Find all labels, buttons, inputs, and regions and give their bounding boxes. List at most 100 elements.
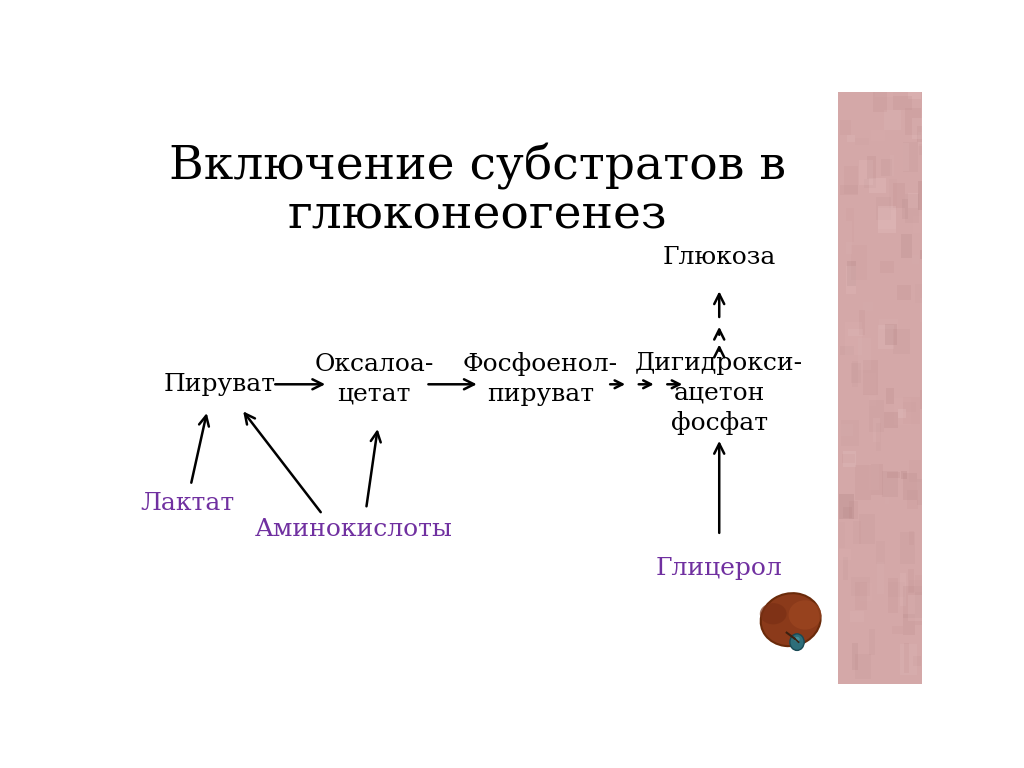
Bar — [855, 138, 869, 145]
Bar — [894, 399, 911, 425]
Bar — [880, 319, 898, 329]
Bar — [844, 166, 857, 194]
Bar — [868, 464, 879, 490]
Bar — [877, 541, 885, 564]
Bar — [846, 220, 852, 254]
Bar — [843, 454, 855, 462]
Bar — [890, 155, 894, 176]
Bar — [839, 495, 854, 519]
Bar — [903, 614, 915, 634]
Bar — [889, 578, 898, 613]
Bar — [855, 465, 871, 500]
Bar — [913, 216, 922, 233]
Bar — [909, 580, 925, 591]
Bar — [919, 132, 934, 146]
Bar — [872, 419, 880, 442]
Bar — [862, 373, 876, 394]
Bar — [863, 360, 878, 395]
Ellipse shape — [760, 603, 786, 624]
Bar — [893, 184, 905, 208]
Ellipse shape — [761, 593, 820, 646]
Bar — [908, 595, 928, 621]
Bar — [900, 644, 918, 675]
Bar — [847, 135, 855, 142]
Bar — [903, 643, 909, 673]
Bar — [919, 180, 932, 210]
Bar — [897, 285, 911, 300]
Bar — [909, 531, 914, 545]
Bar — [903, 144, 909, 171]
Bar — [921, 250, 940, 259]
Bar — [907, 569, 914, 593]
Text: Глюкоза: Глюкоза — [663, 247, 776, 270]
Bar — [900, 573, 906, 606]
Text: глюконеогенез: глюконеогенез — [288, 194, 667, 239]
Bar — [881, 261, 894, 273]
Bar — [841, 120, 851, 135]
Bar — [907, 194, 918, 207]
Ellipse shape — [788, 601, 821, 630]
Bar — [841, 420, 859, 446]
Bar — [878, 206, 896, 233]
Text: Дигидрокси-
ацетон
фосфат: Дигидрокси- ацетон фосфат — [635, 353, 803, 435]
Bar — [912, 118, 924, 139]
Bar — [903, 402, 916, 412]
Bar — [841, 346, 854, 355]
Bar — [889, 178, 897, 210]
Bar — [915, 283, 933, 303]
Text: Пируват: Пируват — [163, 373, 275, 396]
Bar — [877, 197, 891, 220]
Bar — [842, 423, 853, 436]
Bar — [843, 557, 848, 581]
Bar — [869, 177, 886, 193]
Bar — [884, 412, 898, 429]
Bar — [907, 490, 919, 509]
Bar — [905, 194, 920, 223]
Bar — [843, 451, 856, 467]
Bar — [885, 485, 889, 504]
Bar — [893, 95, 912, 110]
Bar — [902, 473, 918, 500]
Bar — [873, 78, 887, 112]
Ellipse shape — [790, 634, 804, 650]
Bar — [874, 68, 893, 97]
Bar — [882, 521, 900, 532]
Bar — [850, 501, 858, 519]
Bar — [878, 325, 894, 349]
Bar — [878, 561, 884, 594]
Bar — [899, 532, 914, 564]
Bar — [847, 260, 856, 286]
Bar — [886, 388, 894, 403]
Bar — [882, 472, 898, 497]
Bar — [869, 629, 876, 655]
Bar — [846, 322, 862, 355]
Bar — [843, 507, 852, 518]
Bar — [881, 159, 893, 177]
Bar — [903, 142, 919, 172]
Bar — [846, 266, 856, 294]
Bar — [855, 654, 871, 679]
Bar — [903, 398, 921, 424]
Bar — [839, 92, 922, 684]
Bar — [876, 423, 881, 452]
Text: Лактат: Лактат — [140, 492, 234, 515]
Bar — [859, 514, 874, 544]
Bar — [851, 363, 861, 383]
Bar — [915, 592, 933, 625]
Bar — [850, 611, 863, 622]
Bar — [851, 245, 867, 280]
Text: Фосфоенол-
пируват: Фосфоенол- пируват — [463, 353, 618, 406]
Bar — [858, 338, 871, 369]
Bar — [849, 329, 863, 336]
Bar — [867, 155, 876, 179]
Bar — [893, 329, 910, 354]
Bar — [863, 303, 873, 311]
Bar — [855, 581, 867, 610]
Bar — [903, 586, 924, 618]
Text: Аминокислоты: Аминокислоты — [255, 518, 453, 541]
Text: Глицерол: Глицерол — [655, 557, 782, 580]
Bar — [909, 461, 921, 482]
Bar — [920, 144, 936, 155]
Bar — [858, 160, 872, 184]
Bar — [888, 582, 905, 597]
